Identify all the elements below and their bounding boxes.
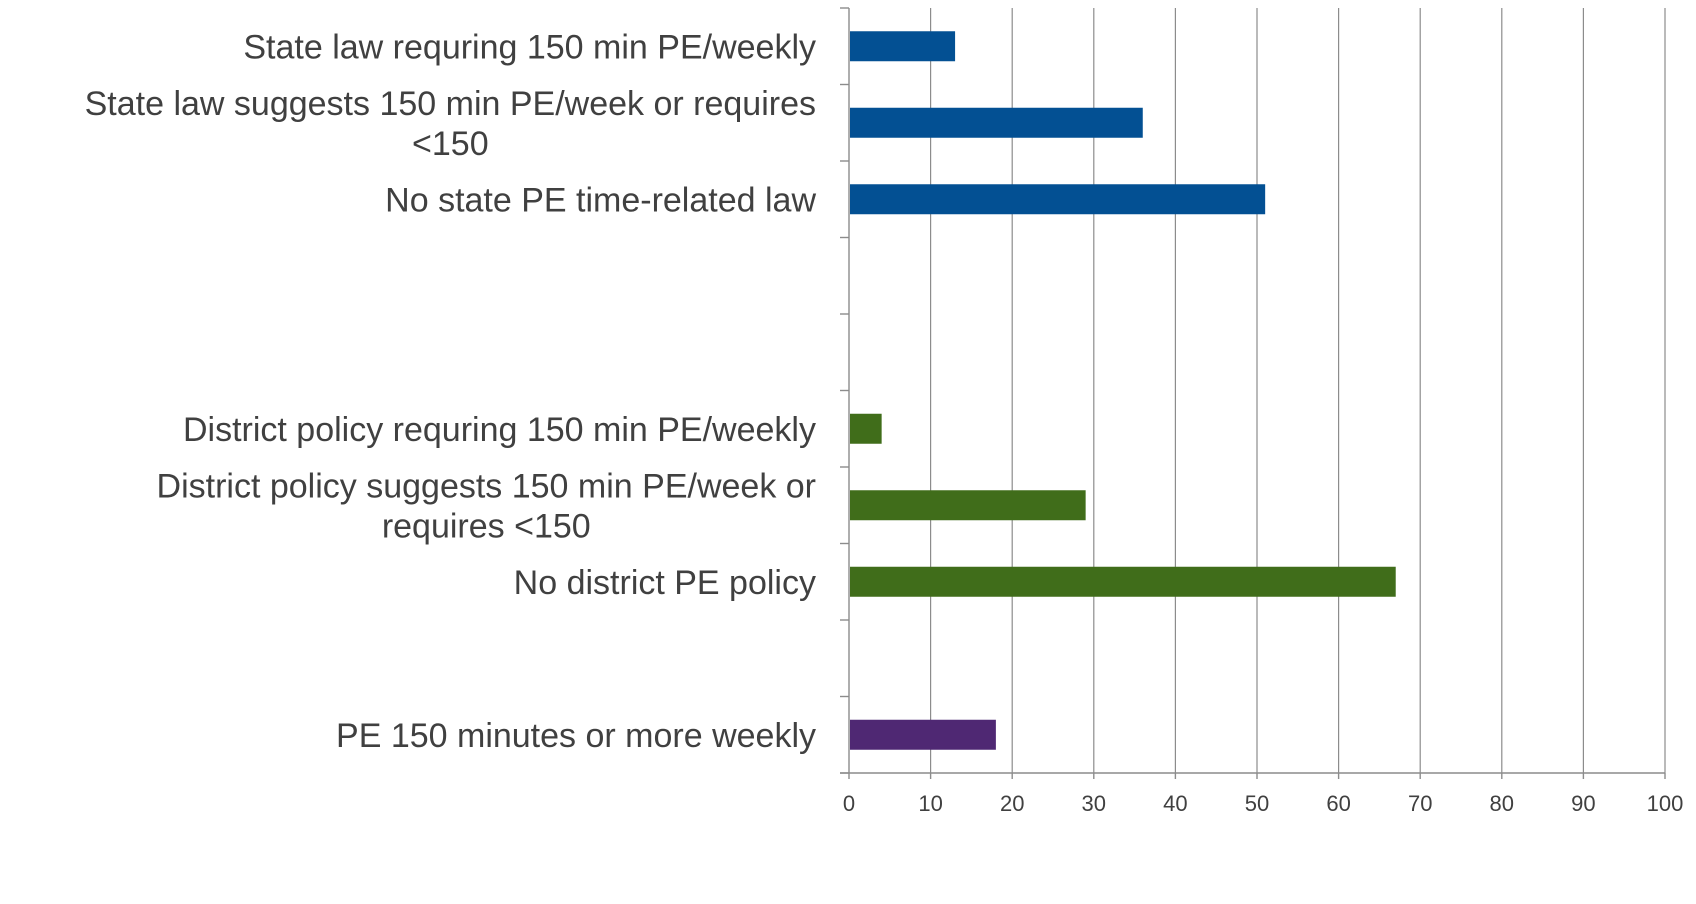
category-label: District policy requring 150 min PE/week… — [183, 411, 816, 449]
bar — [850, 107, 1143, 138]
category-labels: State law requring 150 min PE/weekly Stat… — [85, 28, 817, 755]
x-tick-label: 70 — [1408, 791, 1432, 816]
category-label: PE 150 minutes or more weekly — [336, 717, 816, 755]
x-tick-label: 90 — [1571, 791, 1595, 816]
x-tick-label: 20 — [1000, 791, 1024, 816]
category-label: State law requring 150 min PE/weekly — [243, 28, 816, 66]
x-tick-label: 60 — [1326, 791, 1350, 816]
bars — [850, 31, 1396, 750]
category-label: No district PE policy — [514, 564, 816, 602]
x-tick-label: 10 — [918, 791, 942, 816]
category-label: District policy suggests 150 min PE/week… — [157, 467, 816, 545]
category-label: No state PE time-related law — [385, 181, 816, 219]
x-tick-label: 40 — [1163, 791, 1187, 816]
axes — [840, 7, 1666, 779]
x-tick-label: 100 — [1647, 791, 1684, 816]
x-tick-label: 80 — [1490, 791, 1514, 816]
bar — [850, 413, 882, 444]
x-tick-label: 30 — [1082, 791, 1106, 816]
bar — [850, 490, 1086, 521]
category-label: State law suggests 150 min PE/week or re… — [85, 85, 816, 163]
bar — [850, 31, 956, 62]
x-tick-label: 0 — [843, 791, 855, 816]
bar — [850, 184, 1266, 215]
x-tick-label: 50 — [1245, 791, 1269, 816]
bar — [850, 719, 996, 750]
bar — [850, 566, 1396, 597]
x-tick-labels: 0 10 20 30 40 50 60 70 80 90 100 — [843, 791, 1683, 816]
